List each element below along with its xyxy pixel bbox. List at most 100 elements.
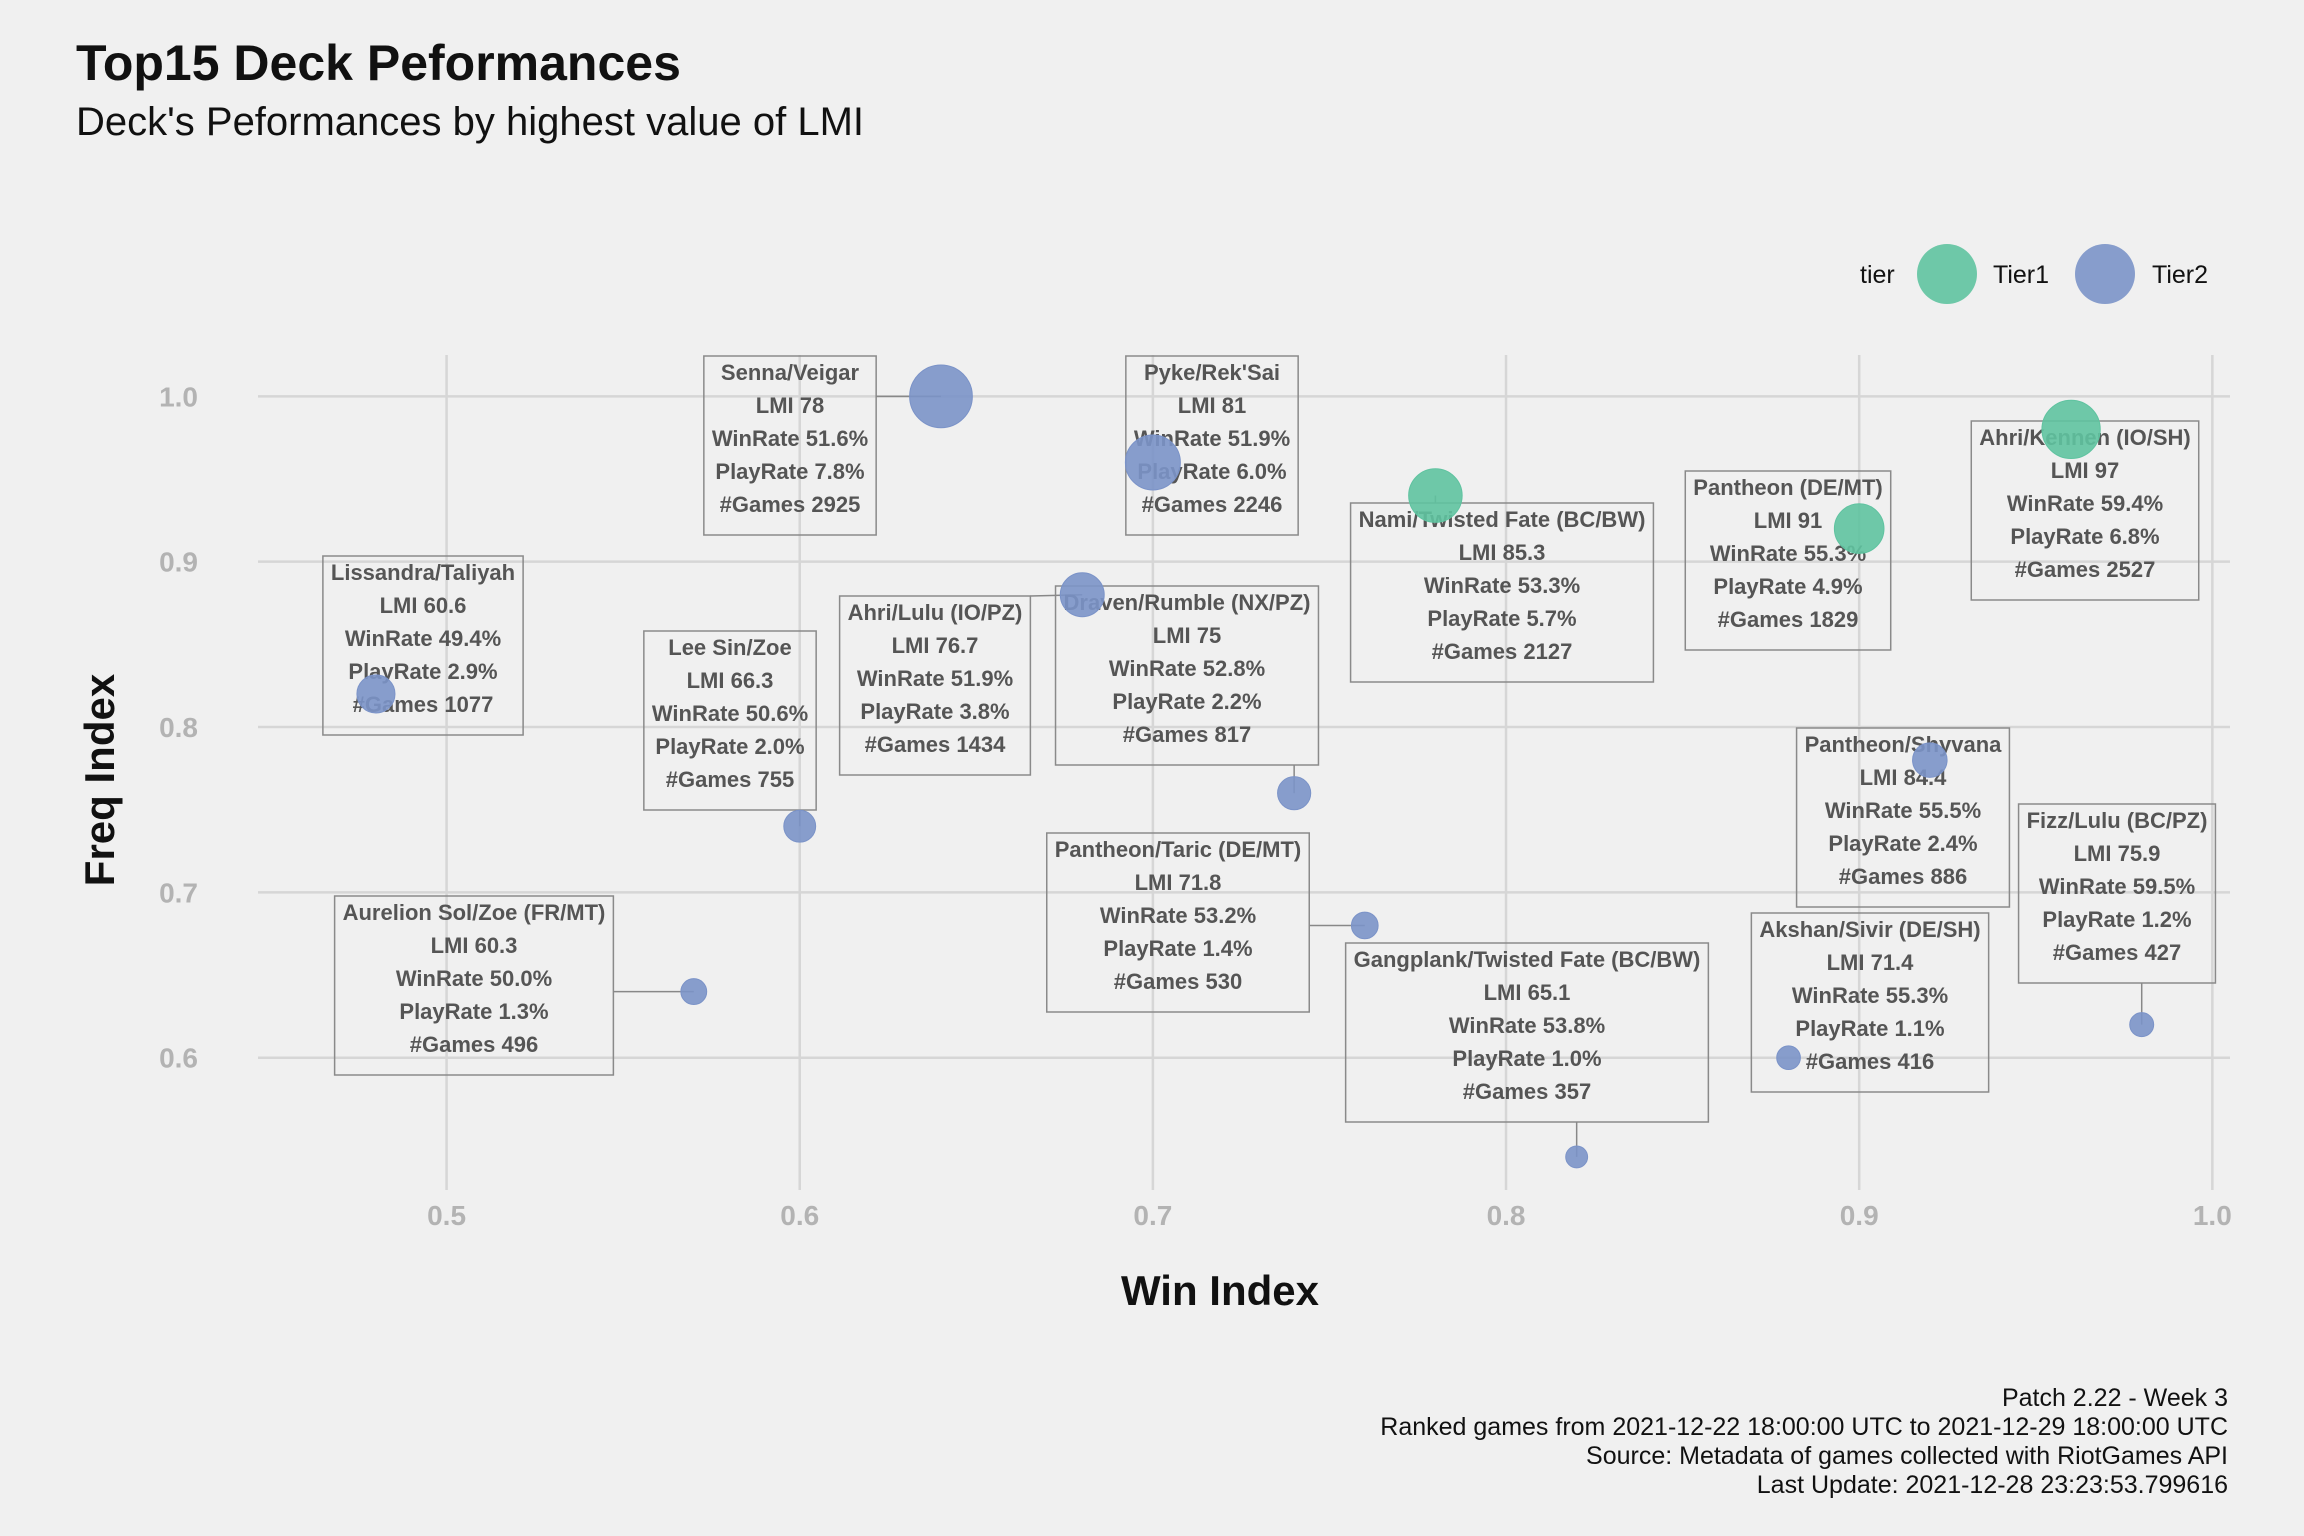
x-tick-label: 0.5 [427,1200,466,1231]
label-box [643,630,817,811]
y-tick-label: 0.8 [159,712,198,743]
point-label-line: Lissandra/Taliyah [331,560,515,585]
point-label: Pantheon/Taric (DE/MT) LMI 71.8 WinRate 53… [1046,832,1310,1013]
point-label-line: #Games 416 [1806,1049,1934,1074]
label-box [838,595,1032,776]
point-label-line: PlayRate 6.8% [2010,524,2159,549]
chart-subtitle: Deck's Peformances by highest value of L… [76,100,865,144]
point-label-line: PlayRate 1.3% [399,999,548,1024]
point-label-line: Ahri/Lulu (IO/PZ) [848,600,1023,625]
point-label-line: PlayRate 1.2% [2042,907,2191,932]
point-label-line: Lee Sin/Zoe [668,635,791,660]
point-label-line: WinRate 51.6% [712,426,868,451]
point-label-line: LMI 81 [1178,393,1246,418]
point-label-line: LMI 75.9 [2074,841,2161,866]
caption-line: Source: Metadata of games collected with… [1586,1442,2228,1470]
point-label-line: #Games 817 [1123,722,1251,747]
point-label-line: WinRate 51.9% [857,666,1013,691]
point-label-line: Pantheon/Taric (DE/MT) [1055,837,1302,862]
point-label-line: #Games 496 [410,1032,538,1057]
label-box [1684,470,1892,651]
point-label: Lee Sin/Zoe LMI 66.3 WinRate 50.6% PlayRate… [643,630,817,811]
axis-ticks: 0.5 0.6 0.7 0.8 0.9 1.0 0.6 0.7 0.8 0.9 1.0 [159,381,2232,1231]
caption-line: Last Update: 2021-12-28 23:23:53.799616 [1756,1471,2228,1499]
label-box [1349,502,1655,683]
point-label-line: LMI 60.6 [380,593,467,618]
point-label-line: WinRate 52.8% [1109,656,1265,681]
point-label-line: #Games 886 [1839,864,1967,889]
point-label-line: LMI 75 [1153,623,1221,648]
point-label-line: PlayRate 3.8% [860,699,1009,724]
point-label-line: WinRate 59.5% [2039,874,2195,899]
point-label-line: Fizz/Lulu (BC/PZ) [2027,808,2208,833]
data-point [783,809,817,843]
chart-caption: Patch 2.22 - Week 3 Ranked games from 20… [1380,1384,2228,1500]
point-label-line: PlayRate 2.2% [1112,689,1261,714]
label-box [703,355,877,536]
point-label-line: WinRate 55.3% [1792,983,1948,1008]
data-point [1408,468,1463,523]
data-point [680,978,708,1006]
point-label: Nami/Twisted Fate (BC/BW) LMI 85.3 WinRate… [1349,502,1655,683]
data-point [1350,911,1379,940]
legend-tier2-label: Tier2 [2152,261,2208,289]
caption-line: Patch 2.22 - Week 3 [2001,1384,2228,1412]
point-label-line: LMI 97 [2051,458,2119,483]
legend-tier1-swatch [1917,244,1977,304]
x-tick-label: 1.0 [2193,1200,2232,1231]
label-box [322,555,524,736]
x-axis-title: Win Index [1121,1267,1320,1314]
y-axis-title: Freq Index [76,673,123,886]
x-tick-label: 0.8 [1487,1200,1526,1231]
caption-line: Ranked games from 2021-12-22 18:00:00 UT… [1380,1413,2228,1441]
point-label-line: #Games 1829 [1718,607,1859,632]
point-label-line: PlayRate 5.7% [1427,606,1576,631]
point-label-line: WinRate 49.4% [345,626,501,651]
point-labels: Senna/Veigar LMI 78 WinRate 51.6% PlayRate … [322,355,2217,1157]
point-label-line: LMI 91 [1754,508,1822,533]
point-label-line: LMI 65.1 [1484,980,1571,1005]
point-label-line: LMI 71.4 [1827,950,1915,975]
y-tick-label: 0.9 [159,547,198,578]
label-box [1054,585,1320,766]
data-point [2129,1012,2155,1038]
point-label-line: #Games 2246 [1142,492,1283,517]
point-label-line: LMI 71.8 [1135,870,1222,895]
point-label-line: PlayRate 1.0% [1452,1046,1601,1071]
point-label-line: Pyke/Rek'Sai [1144,360,1280,385]
point-label-line: LMI 78 [756,393,824,418]
data-point [1776,1045,1801,1071]
point-label-line: Pantheon (DE/MT) [1693,475,1882,500]
data-point [1124,434,1181,491]
legend-tier2-swatch [2075,244,2135,304]
point-label-line: WinRate 53.2% [1100,903,1256,928]
x-tick-label: 0.9 [1840,1200,1879,1231]
point-label-line: #Games 357 [1463,1079,1591,1104]
y-tick-label: 1.0 [159,381,198,412]
point-label-line: WinRate 50.0% [396,966,552,991]
data-point [356,674,396,714]
point-label-line: Nami/Twisted Fate (BC/BW) [1359,507,1646,532]
label-box [1046,832,1310,1013]
point-label-line: PlayRate 2.0% [655,734,804,759]
x-tick-label: 0.6 [780,1200,819,1231]
x-tick-label: 0.7 [1133,1200,1172,1231]
point-label-line: #Games 2925 [720,492,861,517]
point-label-line: PlayRate 4.9% [1713,574,1862,599]
grid-lines [258,355,2230,1190]
y-tick-label: 0.6 [159,1043,198,1074]
legend-title: tier [1860,261,1895,289]
data-point [1059,572,1105,618]
point-label-line: LMI 85.3 [1459,540,1546,565]
data-point [1277,776,1312,811]
point-label-line: Aurelion Sol/Zoe (FR/MT) [343,900,606,925]
point-label-line: #Games 1434 [865,732,1006,757]
point-label-line: #Games 2527 [2015,557,2156,582]
point-label-line: #Games 530 [1114,969,1242,994]
point-label-line: Akshan/Sivir (DE/SH) [1759,917,1980,942]
